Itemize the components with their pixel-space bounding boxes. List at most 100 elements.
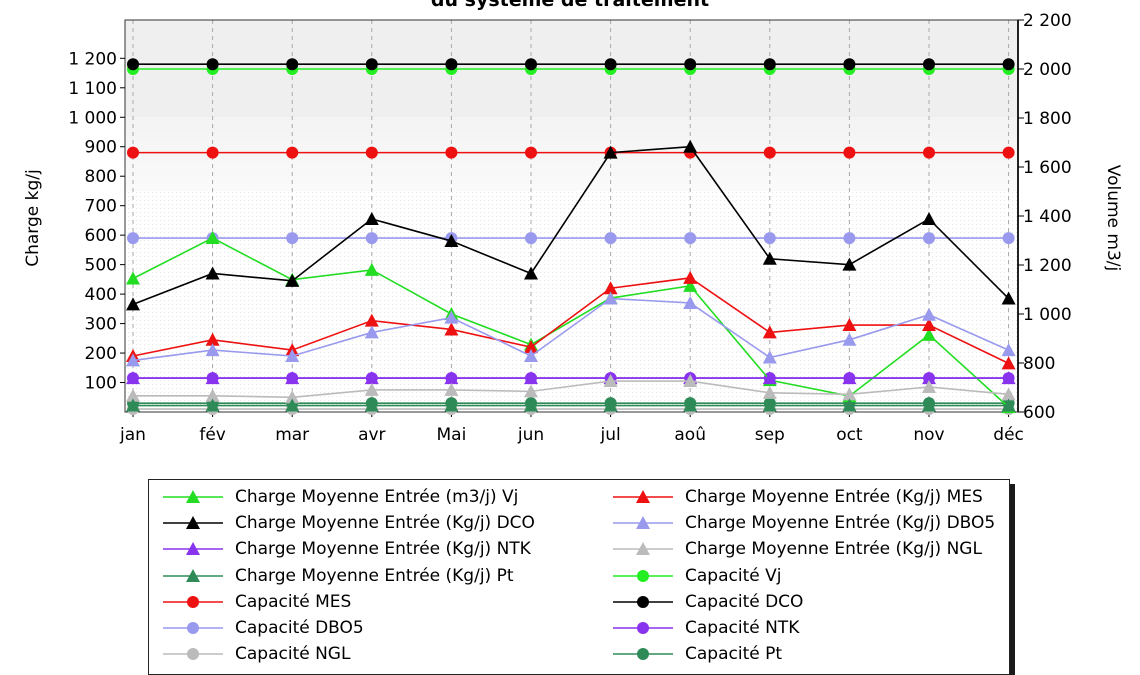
- data-point: [285, 273, 300, 287]
- legend-item: Capacité DCO: [611, 591, 803, 613]
- legend-item: Charge Moyenne Entrée (Kg/j) DCO: [161, 512, 535, 534]
- legend-label: Capacité NGL: [235, 644, 351, 665]
- data-point: [1001, 291, 1016, 305]
- y2-tick-label: 800: [1023, 354, 1055, 374]
- y-tick-label: 500: [85, 256, 117, 276]
- data-point: [445, 146, 458, 159]
- data-point: [444, 371, 459, 385]
- data-point: [126, 271, 140, 285]
- y-tick-label: 1 100: [68, 79, 117, 99]
- y2-tick-label: 2 200: [1023, 11, 1072, 31]
- legend-item: Charge Moyenne Entrée (Kg/j) MES: [611, 486, 983, 508]
- data-point: [1001, 356, 1016, 370]
- plot-band-low: [125, 190, 1018, 412]
- y-tick-label: 400: [85, 285, 117, 305]
- legend-swatch-marker: [636, 490, 650, 503]
- data-point: [206, 58, 219, 71]
- x-tick-label: mar: [275, 425, 309, 445]
- data-point: [683, 295, 698, 309]
- data-point: [842, 257, 857, 271]
- legend-label: Charge Moyenne Entrée (Kg/j) NTK: [235, 539, 531, 560]
- series-line: [132, 297, 1009, 362]
- data-point: [683, 270, 698, 284]
- y-tick-label: 1 000: [68, 108, 117, 128]
- series-layer: [126, 58, 1016, 416]
- data-point: [285, 371, 300, 385]
- legend-item: Capacité NGL: [161, 643, 350, 665]
- legend-label: Charge Moyenne Entrée (Kg/j) Pt: [235, 565, 514, 586]
- data-point: [525, 232, 537, 245]
- data-point: [364, 371, 379, 385]
- data-point: [285, 349, 300, 362]
- y-tick-label: 300: [85, 315, 117, 335]
- legend-swatch: [613, 516, 673, 530]
- data-point: [127, 146, 139, 159]
- x-tick-label: fév: [199, 425, 226, 445]
- data-point: [1001, 387, 1016, 401]
- y-tick-label: 900: [85, 138, 117, 158]
- legend-swatch: [163, 490, 223, 503]
- data-point: [126, 388, 140, 402]
- data-point: [127, 232, 139, 245]
- legend-swatch-marker: [186, 542, 200, 556]
- data-point: [762, 385, 777, 399]
- data-point: [1001, 371, 1016, 385]
- series-2: [126, 139, 1016, 311]
- data-point: [126, 353, 140, 367]
- y2-tick-label: 600: [1023, 403, 1055, 423]
- legend-swatch: [163, 542, 223, 556]
- plot-band-mid: [125, 117, 1018, 191]
- legend-label: Capacité NTK: [685, 618, 800, 638]
- data-point: [444, 234, 459, 248]
- legend-item: Charge Moyenne Entrée (m3/j) Vj: [161, 486, 518, 508]
- legend-label: Capacité Vj: [685, 565, 782, 586]
- data-point: [762, 371, 777, 385]
- data-point: [762, 398, 777, 412]
- data-point: [762, 350, 777, 364]
- data-point: [524, 398, 538, 412]
- data-point: [365, 232, 378, 245]
- chart-svg: du système de traitement Charge kg/j Vol…: [23, 0, 1123, 445]
- data-point: [285, 398, 300, 412]
- y-tick-label: 1 200: [68, 49, 117, 69]
- data-point: [922, 318, 936, 332]
- data-point: [1002, 146, 1015, 159]
- legend-label: Charge Moyenne Entrée (Kg/j) DBO5: [685, 513, 996, 534]
- legend-swatch: [163, 568, 223, 582]
- series-line: [132, 145, 1010, 306]
- legend-swatch: [163, 648, 223, 661]
- legend-swatch-marker: [636, 516, 650, 530]
- legend-swatch-marker: [186, 516, 200, 530]
- data-point: [842, 387, 857, 401]
- data-point: [603, 291, 618, 305]
- y2-axis-label: Volume m3/j: [1103, 165, 1123, 271]
- data-point: [603, 281, 618, 295]
- data-point: [843, 232, 856, 245]
- data-point: [603, 145, 618, 159]
- series-9: [127, 58, 1015, 71]
- data-point: [524, 371, 538, 385]
- legend-swatch: [613, 648, 673, 661]
- data-point: [444, 322, 459, 336]
- x-tick-label: Mai: [436, 425, 466, 445]
- data-point: [923, 58, 935, 71]
- legend-item: Capacité MES: [161, 591, 351, 613]
- series-line: [132, 237, 1010, 408]
- data-point: [762, 251, 777, 265]
- data-point: [126, 297, 140, 311]
- data-point: [683, 139, 698, 153]
- data-point: [364, 398, 379, 412]
- data-point: [126, 398, 140, 412]
- y2-tick-label: 1 400: [1023, 207, 1072, 227]
- x-tick-label: sep: [755, 425, 785, 445]
- legend-label: Charge Moyenne Entrée (Kg/j) DCO: [235, 513, 535, 534]
- series-3: [126, 291, 1016, 367]
- data-point: [205, 371, 220, 385]
- data-point: [364, 313, 379, 327]
- data-point: [683, 398, 698, 412]
- data-point: [842, 318, 857, 332]
- data-point: [206, 146, 219, 159]
- chart-title: du système de traitement: [431, 0, 709, 11]
- legend-item: Charge Moyenne Entrée (Kg/j) NGL: [611, 538, 982, 560]
- legend-label: Capacité DCO: [685, 591, 804, 612]
